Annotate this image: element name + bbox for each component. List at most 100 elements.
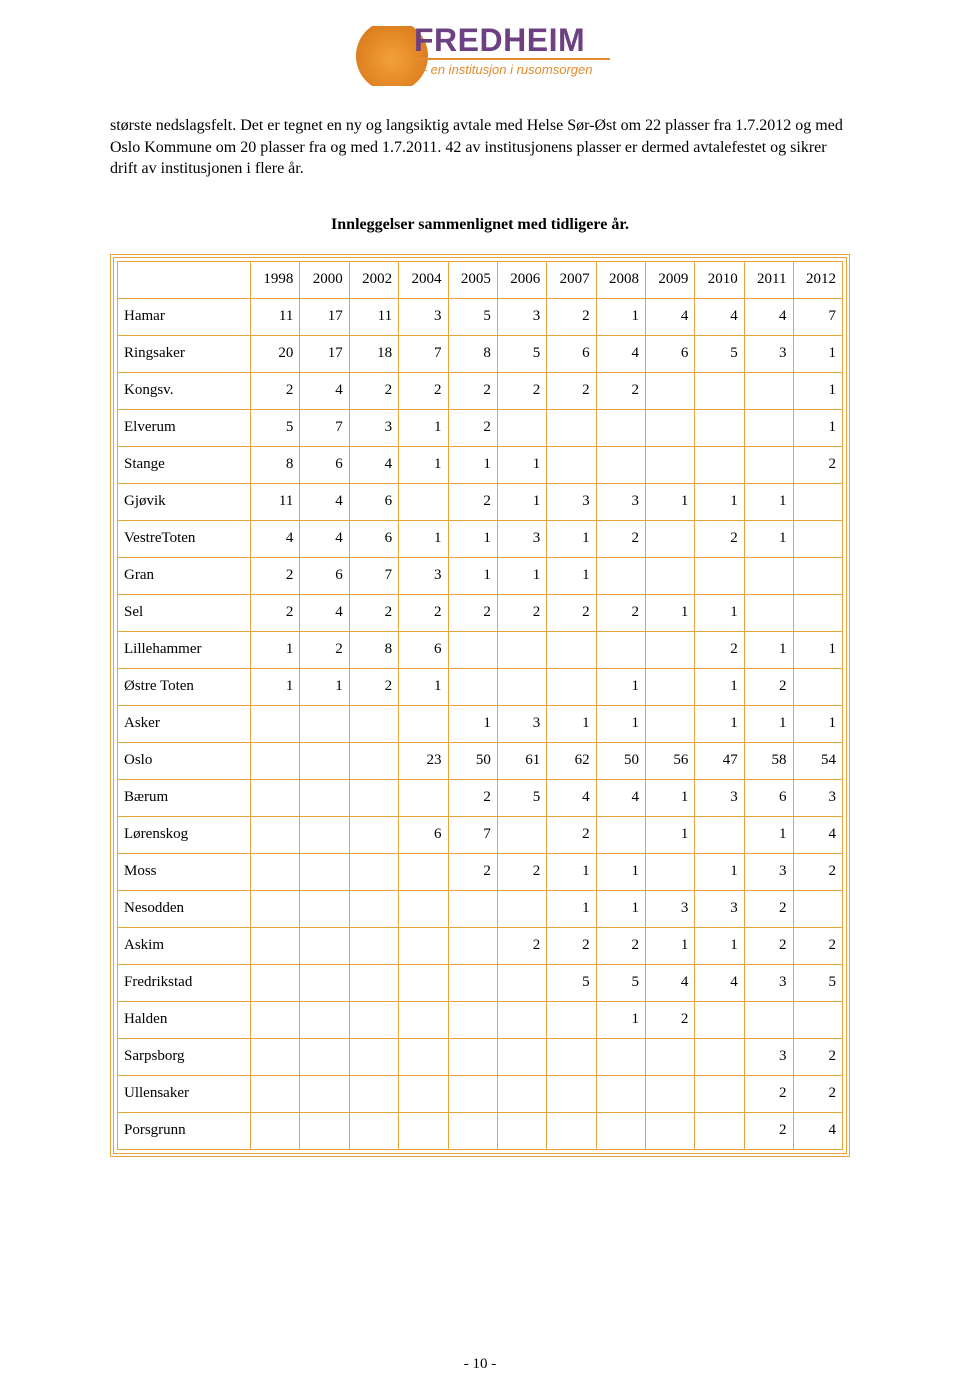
cell [448, 1112, 497, 1149]
cell [300, 890, 349, 927]
cell [744, 446, 793, 483]
cell [497, 1075, 546, 1112]
cell: 2 [744, 668, 793, 705]
cell: 1 [547, 557, 596, 594]
cell [547, 1075, 596, 1112]
cell: 1 [646, 927, 695, 964]
cell [646, 1112, 695, 1149]
col-year: 2009 [646, 261, 695, 298]
cell [547, 1001, 596, 1038]
cell: 50 [596, 742, 645, 779]
cell: 1 [596, 1001, 645, 1038]
row-label: Ullensaker [118, 1075, 251, 1112]
cell: 58 [744, 742, 793, 779]
cell [596, 1075, 645, 1112]
cell: 11 [349, 298, 398, 335]
cell: 2 [300, 631, 349, 668]
cell [547, 409, 596, 446]
table-row: Ullensaker22 [118, 1075, 843, 1112]
cell [448, 668, 497, 705]
cell [251, 890, 300, 927]
cell: 1 [646, 594, 695, 631]
cell: 20 [251, 335, 300, 372]
cell: 5 [497, 779, 546, 816]
cell: 2 [399, 594, 448, 631]
cell [399, 1038, 448, 1075]
cell [349, 779, 398, 816]
cell [547, 668, 596, 705]
logo-tagline: — en institusjon i rusomsorgen [414, 58, 610, 77]
cell: 7 [300, 409, 349, 446]
cell [695, 557, 744, 594]
cell [448, 1038, 497, 1075]
cell: 1 [448, 557, 497, 594]
cell [399, 853, 448, 890]
cell: 2 [448, 594, 497, 631]
cell [300, 1075, 349, 1112]
row-label: Lillehammer [118, 631, 251, 668]
cell: 1 [744, 705, 793, 742]
cell: 1 [793, 335, 843, 372]
cell [695, 446, 744, 483]
cell: 7 [349, 557, 398, 594]
cell: 7 [399, 335, 448, 372]
cell [695, 1038, 744, 1075]
cell: 4 [300, 520, 349, 557]
cell [300, 705, 349, 742]
col-year: 2007 [547, 261, 596, 298]
row-label: Stange [118, 446, 251, 483]
row-label: Hamar [118, 298, 251, 335]
cell: 2 [399, 372, 448, 409]
cell [646, 557, 695, 594]
table-row: Oslo235061625056475854 [118, 742, 843, 779]
cell: 47 [695, 742, 744, 779]
table-row: Østre Toten1121112 [118, 668, 843, 705]
cell [695, 372, 744, 409]
col-year: 2000 [300, 261, 349, 298]
cell: 2 [448, 853, 497, 890]
cell [399, 1075, 448, 1112]
cell [793, 1001, 843, 1038]
cell: 1 [547, 853, 596, 890]
cell: 1 [300, 668, 349, 705]
col-year: 2012 [793, 261, 843, 298]
cell: 1 [547, 705, 596, 742]
row-label: Elverum [118, 409, 251, 446]
cell [251, 742, 300, 779]
cell: 5 [596, 964, 645, 1001]
cell [497, 890, 546, 927]
cell [448, 927, 497, 964]
cell: 6 [349, 483, 398, 520]
cell [300, 964, 349, 1001]
cell: 2 [497, 594, 546, 631]
cell: 1 [695, 927, 744, 964]
cell: 1 [695, 705, 744, 742]
cell: 18 [349, 335, 398, 372]
cell: 1 [646, 779, 695, 816]
cell: 1 [497, 446, 546, 483]
cell: 1 [744, 816, 793, 853]
cell: 4 [251, 520, 300, 557]
cell [596, 557, 645, 594]
cell [399, 1112, 448, 1149]
logo-wordmark: FREDHEIM [414, 22, 585, 59]
cell: 3 [497, 298, 546, 335]
cell [695, 409, 744, 446]
cell: 4 [300, 483, 349, 520]
cell [349, 927, 398, 964]
cell: 4 [349, 446, 398, 483]
row-label: Oslo [118, 742, 251, 779]
cell: 1 [596, 853, 645, 890]
cell [448, 1075, 497, 1112]
row-label: Østre Toten [118, 668, 251, 705]
cell: 2 [497, 372, 546, 409]
cell: 23 [399, 742, 448, 779]
cell: 3 [399, 557, 448, 594]
cell: 1 [793, 705, 843, 742]
table-row: Nesodden11332 [118, 890, 843, 927]
col-label [118, 261, 251, 298]
cell: 1 [251, 668, 300, 705]
cell: 1 [695, 668, 744, 705]
table-row: Ringsaker201718785646531 [118, 335, 843, 372]
cell: 1 [448, 520, 497, 557]
